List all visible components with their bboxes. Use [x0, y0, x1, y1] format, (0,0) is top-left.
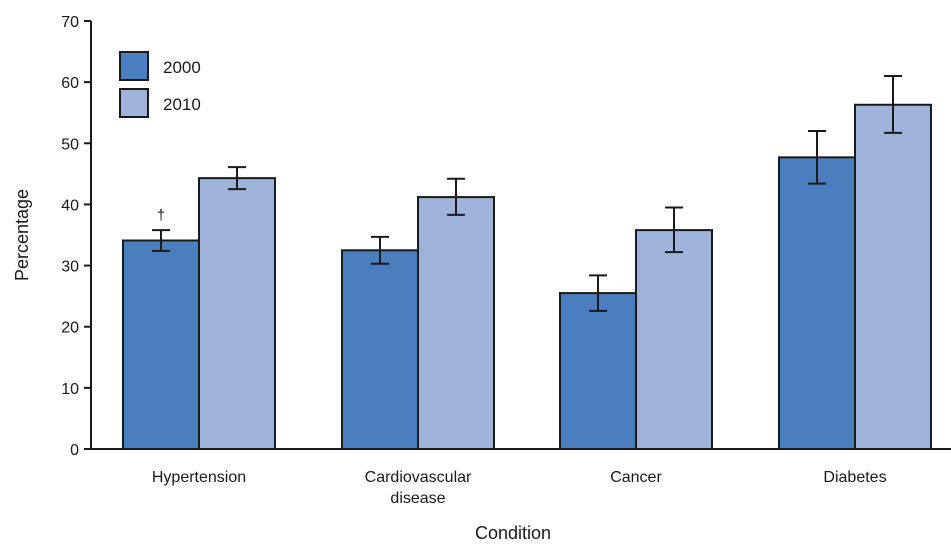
bar-2000-3: [778, 156, 856, 450]
bar-2000-1: [341, 249, 419, 450]
significance-marker: †: [157, 207, 165, 224]
error-bar-2000-0: [152, 229, 170, 252]
y-tick-label: 60: [61, 75, 79, 92]
error-bar-2000-1: [371, 235, 389, 265]
y-tick-label: 0: [70, 442, 79, 459]
error-bar-2010-1: [447, 177, 465, 216]
y-axis-title: Percentage: [12, 189, 32, 281]
x-category-label-line: Diabetes: [823, 469, 886, 486]
legend-label-2010: 2010: [163, 95, 201, 114]
axes-layer: [90, 21, 951, 450]
bar-2010-3: [854, 103, 932, 450]
annotations-layer: †: [157, 207, 165, 224]
legend-swatch-2000: [119, 51, 149, 81]
y-tick-label: 40: [61, 197, 79, 214]
error-bar-2000-3: [808, 130, 826, 185]
bar-2010-0: [198, 177, 276, 450]
x-labels-layer: Hypertension Cardiovascular disease Cancer D…: [152, 469, 887, 507]
legend-label-2000: 2000: [163, 58, 201, 77]
legend: 2000 2010: [119, 51, 201, 118]
bar-2010-2: [635, 229, 713, 450]
x-category-label: Diabetes: [823, 469, 886, 486]
x-category-label-line: disease: [390, 490, 445, 507]
x-category-label-line: Cardiovascular: [365, 469, 472, 486]
y-tick-label: 20: [61, 320, 79, 337]
y-tick-label: 10: [61, 381, 79, 398]
x-category-label: Hypertension: [152, 469, 246, 486]
y-tick-label: 30: [61, 259, 79, 276]
x-category-label-line: Hypertension: [152, 469, 246, 486]
y-ticks-layer: 0 10 20 30 40 50 60 70: [61, 14, 91, 459]
error-bar-2010-2: [665, 206, 683, 254]
legend-swatch-2010: [119, 88, 149, 118]
bar-2010-1: [417, 196, 495, 450]
bar-2000-0: [122, 239, 200, 450]
error-bars-layer: [152, 75, 902, 312]
bar-2000-2: [559, 292, 637, 451]
error-bar-2000-2: [589, 274, 607, 312]
x-category-label-line: Cancer: [610, 469, 662, 486]
bars-layer: [122, 103, 932, 451]
y-tick-label: 70: [61, 14, 79, 31]
y-tick-label: 50: [61, 136, 79, 153]
x-category-label: Cardiovascular disease: [365, 469, 472, 507]
error-bar-2010-3: [884, 75, 902, 134]
x-axis-title: Condition: [475, 523, 551, 543]
error-bar-2010-0: [228, 166, 246, 191]
x-category-label: Cancer: [610, 469, 662, 486]
